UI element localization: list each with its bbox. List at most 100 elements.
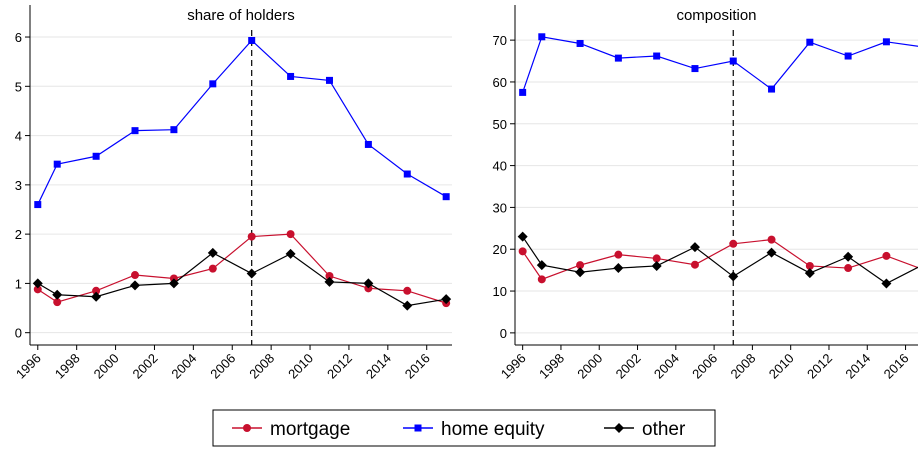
marker: [690, 260, 699, 269]
y-tick-label: 40: [493, 159, 507, 174]
marker: [767, 235, 776, 244]
marker: [324, 276, 335, 287]
marker: [614, 250, 623, 259]
y-tick-label: 5: [15, 79, 22, 94]
y-tick-label: 6: [15, 30, 22, 45]
marker: [729, 57, 737, 65]
marker: [844, 264, 853, 273]
marker: [768, 85, 776, 93]
marker: [53, 298, 62, 307]
marker: [729, 239, 738, 248]
marker: [207, 247, 218, 258]
marker: [518, 247, 527, 256]
x-tick-label: 2014: [842, 351, 873, 382]
x-tick-label: 2000: [91, 351, 122, 382]
marker: [728, 271, 739, 282]
marker: [575, 267, 586, 278]
marker: [614, 54, 622, 62]
legend-marker: [243, 424, 251, 432]
marker: [168, 278, 179, 289]
marker: [653, 52, 661, 60]
y-tick-label: 2: [15, 227, 22, 242]
marker: [519, 88, 527, 96]
x-tick-label: 2000: [574, 351, 605, 382]
y-tick-label: 30: [493, 200, 507, 215]
x-tick-label: 2012: [324, 351, 355, 382]
legend-marker: [414, 424, 422, 432]
marker: [517, 231, 528, 242]
marker: [247, 232, 256, 241]
series-line: [522, 236, 918, 285]
y-tick-label: 10: [493, 284, 507, 299]
marker: [442, 193, 450, 201]
marker: [576, 261, 585, 270]
marker: [130, 280, 141, 291]
marker: [689, 242, 700, 253]
marker: [613, 263, 624, 274]
marker: [53, 160, 61, 168]
marker: [402, 300, 413, 311]
x-tick-label: 1996: [13, 351, 44, 382]
marker: [32, 278, 43, 289]
x-tick-label: 2008: [727, 351, 758, 382]
marker: [325, 272, 334, 281]
marker: [248, 36, 256, 44]
marker: [576, 39, 584, 47]
marker: [805, 261, 814, 270]
marker: [364, 140, 372, 148]
series-line: [522, 36, 918, 93]
series-line: [522, 238, 918, 281]
y-tick-label: 0: [15, 326, 22, 341]
marker: [285, 248, 296, 259]
marker: [403, 170, 411, 178]
marker: [287, 72, 295, 80]
y-tick-label: 1: [15, 276, 22, 291]
chart-title: composition: [676, 7, 756, 24]
legend-label: home equity: [441, 419, 545, 440]
marker: [881, 278, 892, 289]
marker: [806, 38, 814, 46]
marker: [325, 76, 333, 84]
x-tick-label: 2008: [246, 351, 277, 382]
x-tick-label: 2014: [363, 351, 394, 382]
marker: [33, 285, 42, 294]
y-tick-label: 60: [493, 75, 507, 90]
x-tick-label: 2006: [689, 351, 720, 382]
marker: [844, 52, 852, 60]
marker: [804, 268, 815, 279]
x-tick-label: 2002: [613, 351, 644, 382]
marker: [131, 127, 139, 135]
marker: [403, 286, 412, 295]
x-tick-label: 1998: [536, 351, 567, 382]
x-tick-label: 2016: [402, 351, 433, 382]
marker: [92, 286, 101, 295]
marker: [170, 126, 178, 134]
x-tick-label: 1996: [498, 351, 529, 382]
series-line: [37, 233, 447, 304]
y-tick-label: 50: [493, 117, 507, 132]
x-tick-label: 2010: [285, 351, 316, 382]
x-tick-label: 2004: [168, 351, 199, 382]
y-tick-label: 4: [15, 129, 22, 144]
marker: [537, 275, 546, 284]
marker: [882, 38, 890, 46]
marker: [52, 289, 63, 300]
marker: [882, 251, 891, 260]
marker: [536, 260, 547, 271]
x-tick-label: 1998: [52, 351, 83, 382]
series-line: [37, 39, 447, 205]
x-tick-label: 2006: [207, 351, 238, 382]
marker: [286, 230, 295, 239]
marker: [651, 260, 662, 271]
marker: [92, 152, 100, 160]
marker: [363, 278, 374, 289]
marker: [246, 268, 257, 279]
marker: [209, 80, 217, 88]
x-tick-label: 2016: [881, 351, 912, 382]
y-tick-label: 3: [15, 178, 22, 193]
y-tick-label: 0: [500, 326, 507, 341]
chart-title: share of holders: [187, 7, 295, 24]
marker: [208, 264, 217, 273]
plot: [32, 36, 452, 311]
y-tick-label: 70: [493, 33, 507, 48]
